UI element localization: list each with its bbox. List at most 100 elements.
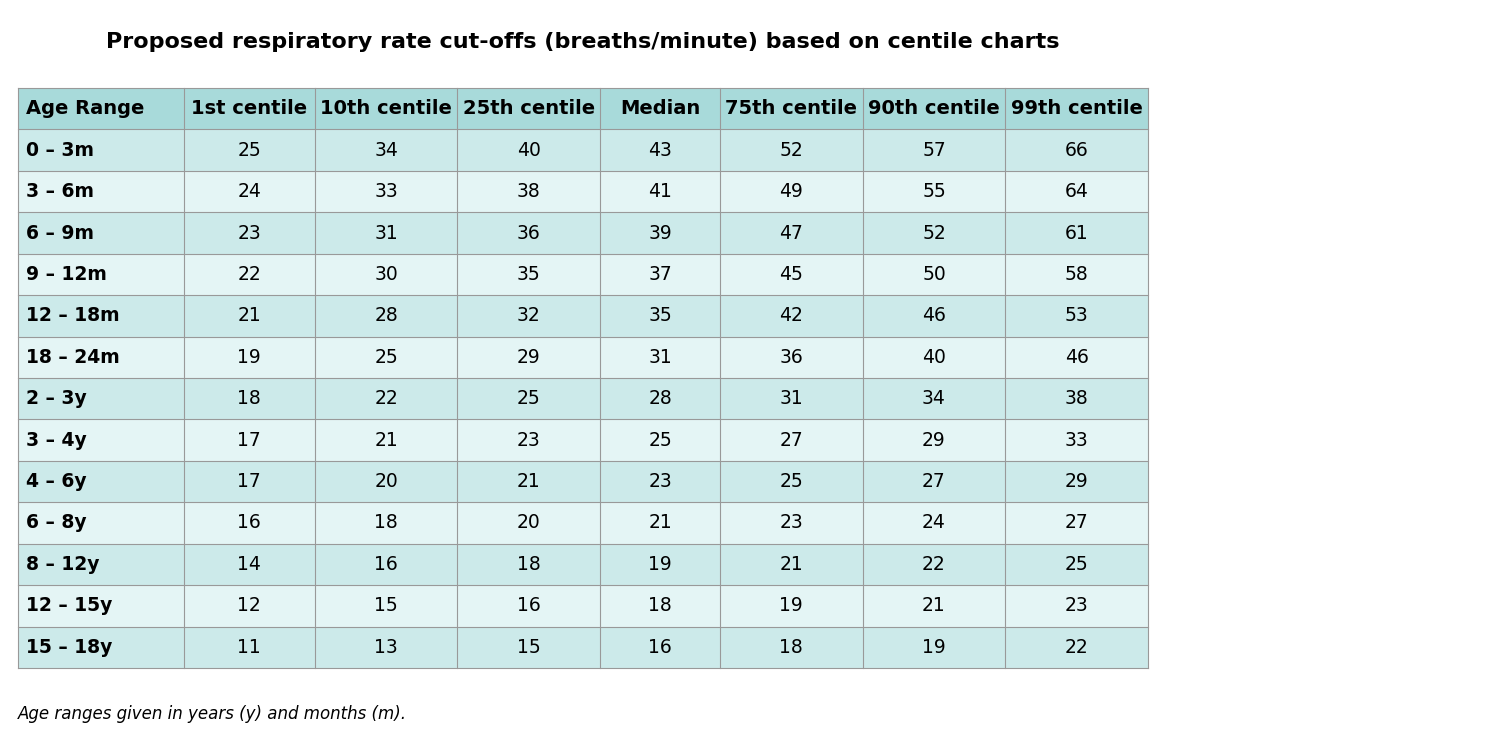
Text: 16: 16 <box>374 555 398 574</box>
Bar <box>18 502 183 544</box>
Text: 6 – 8y: 6 – 8y <box>26 514 87 532</box>
Text: 27: 27 <box>922 472 946 491</box>
Bar <box>315 544 458 585</box>
Text: 25: 25 <box>1065 555 1089 574</box>
Text: 64: 64 <box>1065 182 1089 201</box>
Text: 35: 35 <box>518 265 540 284</box>
Text: 29: 29 <box>922 431 946 450</box>
Bar <box>315 502 458 544</box>
Bar <box>18 461 183 502</box>
Text: 16: 16 <box>648 638 672 657</box>
Bar <box>183 378 315 419</box>
Text: 31: 31 <box>780 389 802 408</box>
Bar <box>183 585 315 626</box>
Text: 30: 30 <box>374 265 398 284</box>
Text: 25th centile: 25th centile <box>462 99 596 118</box>
Text: 16: 16 <box>518 596 540 615</box>
Bar <box>1005 337 1148 378</box>
Bar <box>720 254 862 295</box>
Text: 90th centile: 90th centile <box>868 99 1000 118</box>
Text: 33: 33 <box>1065 431 1089 450</box>
Text: 29: 29 <box>1065 472 1089 491</box>
Bar <box>720 544 862 585</box>
Text: 25: 25 <box>780 472 802 491</box>
Text: 25: 25 <box>648 431 672 450</box>
Bar <box>458 295 600 337</box>
Bar <box>720 502 862 544</box>
Bar <box>720 212 862 254</box>
Text: 99th centile: 99th centile <box>1011 99 1143 118</box>
Text: 18: 18 <box>374 514 398 532</box>
Text: 55: 55 <box>922 182 946 201</box>
Text: 24: 24 <box>922 514 946 532</box>
Text: 31: 31 <box>374 224 398 242</box>
Bar <box>720 295 862 337</box>
Bar <box>862 419 1005 461</box>
Bar <box>1005 130 1148 171</box>
Bar <box>18 295 183 337</box>
Text: 52: 52 <box>922 224 946 242</box>
Text: 23: 23 <box>237 224 261 242</box>
Bar <box>458 626 600 668</box>
Text: 75th centile: 75th centile <box>726 99 858 118</box>
Text: 18: 18 <box>648 596 672 615</box>
Text: 21: 21 <box>518 472 540 491</box>
Text: 18: 18 <box>518 555 540 574</box>
Text: 40: 40 <box>518 141 540 160</box>
Text: 23: 23 <box>1065 596 1089 615</box>
Bar <box>458 461 600 502</box>
Text: 23: 23 <box>780 514 802 532</box>
Text: 34: 34 <box>922 389 946 408</box>
Bar <box>720 130 862 171</box>
Bar <box>18 130 183 171</box>
Bar <box>183 130 315 171</box>
Text: 50: 50 <box>922 265 946 284</box>
Bar <box>600 378 720 419</box>
Text: 41: 41 <box>648 182 672 201</box>
Bar <box>183 171 315 212</box>
Bar <box>18 585 183 626</box>
Text: 1st centile: 1st centile <box>190 99 308 118</box>
Bar <box>720 461 862 502</box>
Bar <box>1005 254 1148 295</box>
Text: 29: 29 <box>518 348 540 367</box>
Bar <box>458 544 600 585</box>
Bar <box>18 544 183 585</box>
Text: 21: 21 <box>780 555 802 574</box>
Text: 38: 38 <box>518 182 540 201</box>
Bar <box>315 626 458 668</box>
Bar <box>458 254 600 295</box>
Bar <box>1005 295 1148 337</box>
Bar <box>862 585 1005 626</box>
Text: 3 – 4y: 3 – 4y <box>26 431 87 450</box>
Text: 28: 28 <box>648 389 672 408</box>
Text: 12 – 15y: 12 – 15y <box>26 596 112 615</box>
Text: 19: 19 <box>780 596 802 615</box>
Text: 36: 36 <box>518 224 540 242</box>
Bar <box>862 295 1005 337</box>
Bar <box>720 585 862 626</box>
Bar <box>18 626 183 668</box>
Text: 25: 25 <box>518 389 540 408</box>
Bar <box>600 544 720 585</box>
Text: 45: 45 <box>780 265 802 284</box>
Text: 15: 15 <box>374 596 398 615</box>
Bar <box>600 295 720 337</box>
Bar <box>315 212 458 254</box>
Text: 2 – 3y: 2 – 3y <box>26 389 87 408</box>
Text: 28: 28 <box>374 306 398 325</box>
Text: 25: 25 <box>374 348 398 367</box>
Text: 22: 22 <box>237 265 261 284</box>
Text: 4 – 6y: 4 – 6y <box>26 472 87 491</box>
Bar <box>720 171 862 212</box>
Text: 22: 22 <box>1065 638 1089 657</box>
Bar <box>183 212 315 254</box>
Text: 13: 13 <box>374 638 398 657</box>
Text: 18: 18 <box>780 638 802 657</box>
Bar <box>18 88 183 130</box>
Text: 17: 17 <box>237 472 261 491</box>
Bar <box>1005 585 1148 626</box>
Bar <box>458 585 600 626</box>
Bar <box>862 171 1005 212</box>
Text: 36: 36 <box>780 348 802 367</box>
